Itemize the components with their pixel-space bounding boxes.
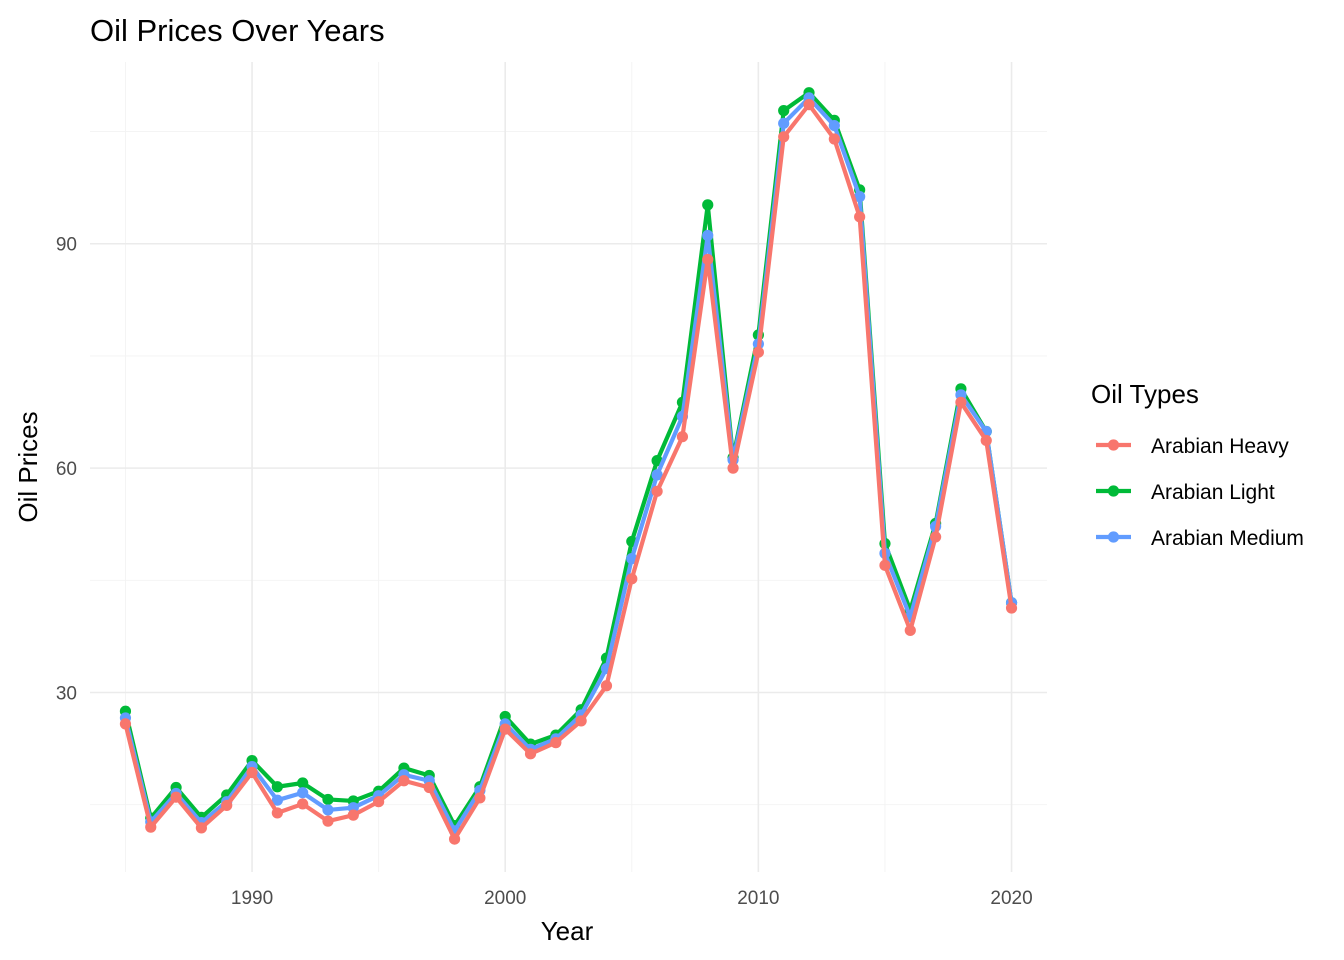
data-point — [778, 117, 790, 129]
data-point — [347, 809, 359, 821]
data-point — [550, 737, 562, 749]
data-point — [702, 253, 714, 266]
data-point — [271, 807, 283, 819]
data-point — [980, 434, 992, 447]
legend-item-arabian-light: Arabian Light — [1096, 481, 1275, 504]
data-point — [854, 211, 866, 223]
data-point — [373, 796, 385, 808]
data-point — [423, 781, 435, 794]
data-point — [600, 680, 613, 692]
y-axis-title: Oil Prices — [13, 411, 43, 522]
data-point — [271, 794, 283, 806]
x-tick-label: 1990 — [231, 888, 273, 909]
data-point — [499, 723, 511, 735]
data-point — [221, 799, 233, 812]
data-point — [727, 462, 739, 474]
legend-key-point — [1107, 485, 1120, 497]
data-point — [904, 624, 916, 637]
data-point — [752, 346, 764, 358]
y-tick-label: 60 — [56, 459, 77, 480]
data-point — [930, 531, 942, 543]
data-point — [195, 822, 207, 834]
data-point — [1005, 602, 1018, 614]
data-point — [398, 775, 410, 787]
data-point — [651, 469, 663, 481]
data-point — [297, 777, 309, 789]
data-point — [778, 131, 790, 143]
grid-lines — [90, 62, 1047, 872]
legend-item-arabian-heavy: Arabian Heavy — [1096, 435, 1289, 458]
y-tick-label: 30 — [56, 683, 77, 704]
data-point — [297, 787, 309, 799]
data-point — [955, 396, 967, 408]
legend-label: Arabian Medium — [1151, 527, 1304, 550]
data-point — [297, 798, 309, 810]
data-point — [702, 229, 714, 242]
series-arabian-heavy — [119, 99, 1018, 845]
data-point — [474, 792, 486, 804]
data-point — [119, 718, 132, 730]
data-point — [246, 766, 258, 779]
legend-key-point — [1107, 531, 1120, 543]
data-point — [828, 119, 840, 132]
data-point — [828, 133, 840, 145]
data-point — [803, 99, 815, 111]
data-point — [322, 793, 334, 806]
data-point — [778, 105, 790, 117]
legend-title: Oil Types — [1091, 379, 1199, 409]
data-point — [322, 815, 334, 827]
series-layer — [119, 87, 1018, 845]
data-point — [524, 748, 537, 760]
data-point — [575, 715, 587, 727]
x-tick-label: 2000 — [484, 888, 526, 909]
legend-label: Arabian Light — [1151, 481, 1275, 504]
series-arabian-medium — [119, 92, 1018, 837]
series-arabian-light — [119, 87, 1018, 832]
y-tick-label: 90 — [56, 235, 77, 256]
data-point — [271, 781, 283, 793]
data-point — [651, 485, 663, 497]
data-point — [702, 199, 714, 211]
legend-item-arabian-medium: Arabian Medium — [1096, 527, 1304, 550]
data-point — [626, 573, 638, 585]
data-point — [676, 431, 689, 443]
data-point — [170, 791, 182, 803]
data-point — [854, 191, 866, 203]
legend-label: Arabian Heavy — [1151, 435, 1289, 458]
data-point — [448, 833, 461, 845]
data-point — [879, 559, 891, 571]
chart-title: Oil Prices Over Years — [90, 13, 385, 48]
x-tick-label: 2010 — [737, 888, 779, 909]
data-point — [145, 821, 157, 833]
axis-ticks: 1990 2000 2010 2020 30 60 90 — [56, 235, 1033, 909]
series-line-arabian-heavy — [123, 102, 1014, 842]
data-point — [322, 804, 334, 816]
legend-key-point — [1107, 439, 1120, 451]
legend: Oil Types Arabian Heavy Arabian Light Arab… — [1091, 379, 1304, 550]
data-point — [626, 553, 638, 565]
x-tick-label: 2020 — [990, 888, 1032, 909]
x-axis-title: Year — [541, 916, 594, 946]
